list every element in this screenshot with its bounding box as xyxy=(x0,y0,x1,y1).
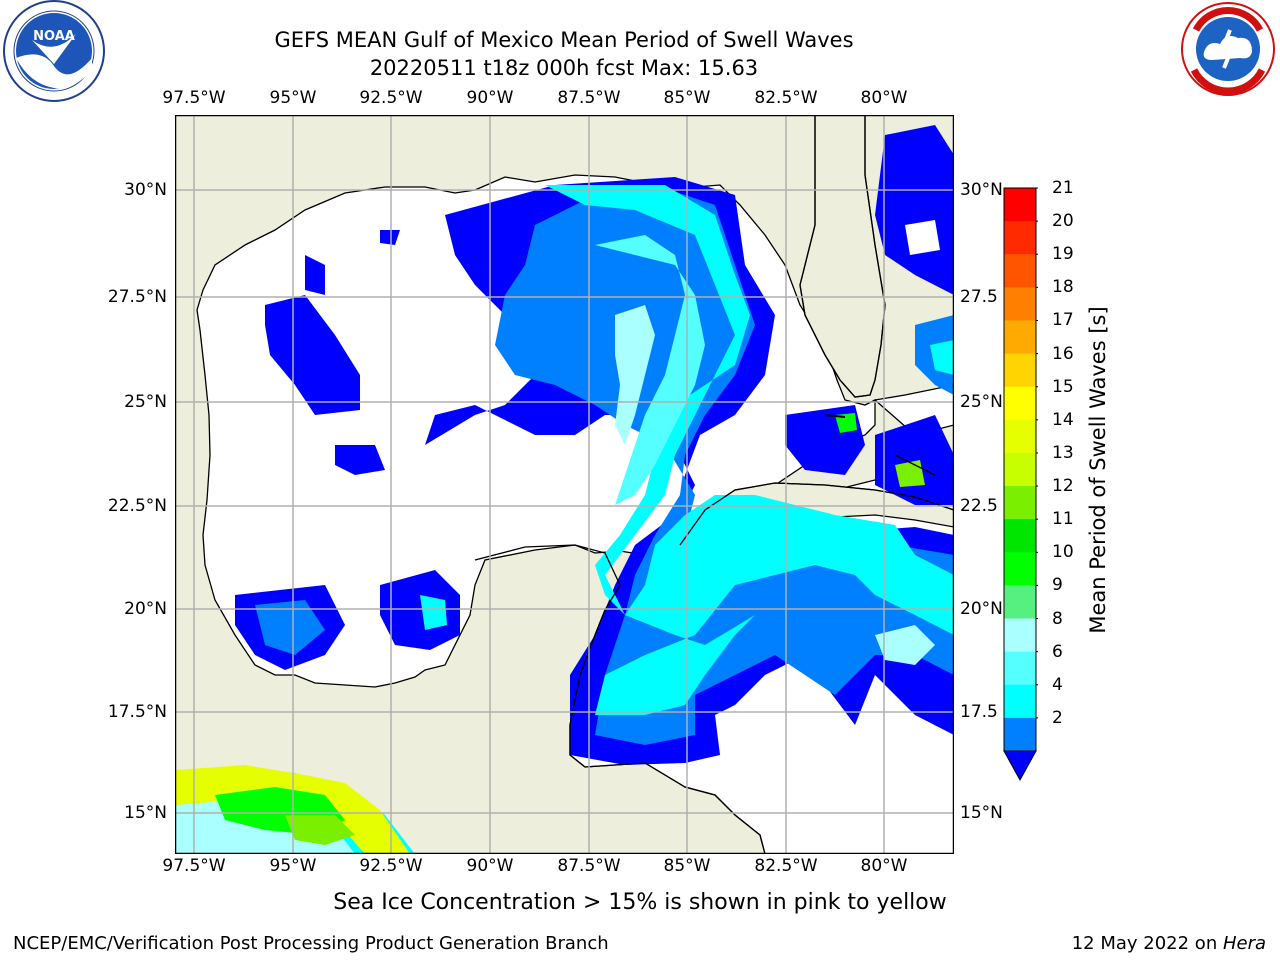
lat-tick-left: 30°N xyxy=(124,180,167,200)
svg-text:NOAA: NOAA xyxy=(33,29,75,44)
lat-tick-right: 27.5 xyxy=(960,287,998,307)
colorbar-segment xyxy=(1004,353,1036,388)
lat-tick-left: 22.5°N xyxy=(107,496,167,516)
colorbar-segment xyxy=(1004,452,1036,487)
colorbar-title: Mean Period of Swell Waves [s] xyxy=(1086,306,1110,634)
footer-date: 12 May 2022 on Hera xyxy=(1072,933,1266,954)
colorbar-segment xyxy=(1004,188,1036,222)
lon-tick-top: 92.5°W xyxy=(359,88,423,108)
lon-tick-top: 90°W xyxy=(466,88,514,108)
lat-tick-left: 27.5°N xyxy=(107,287,167,307)
lat-tick-right: 22.5 xyxy=(960,496,998,516)
colorbar-segment xyxy=(1004,585,1036,620)
lon-tick-bottom: 90°W xyxy=(466,856,514,876)
colorbar-label: 16 xyxy=(1052,343,1074,364)
footer-machine: Hera xyxy=(1222,933,1266,954)
colorbar-segment xyxy=(1004,519,1036,553)
colorbar-segment xyxy=(1004,651,1036,686)
lon-tick-bottom: 97.5°W xyxy=(162,856,226,876)
grid-lines xyxy=(175,115,954,854)
colorbar-label: 21 xyxy=(1052,178,1074,198)
lat-tick-right: 15°N xyxy=(960,803,1003,823)
colorbar-segment xyxy=(1004,552,1036,586)
colorbar-segment xyxy=(1004,684,1036,719)
colorbar-label: 2 xyxy=(1052,707,1063,728)
east-patches xyxy=(785,125,954,505)
colorbar-label: 14 xyxy=(1052,409,1074,430)
footer-date-text: 12 May 2022 on xyxy=(1071,933,1223,954)
lat-tick-right: 25°N xyxy=(960,392,1003,412)
lon-tick-bottom: 95°W xyxy=(269,856,317,876)
chart-subtitle: 20220511 t18z 000h fcst Max: 15.63 xyxy=(369,56,759,80)
lon-tick-top: 80°W xyxy=(860,88,908,108)
colorbar-segment xyxy=(1004,287,1036,321)
colorbar-label: 18 xyxy=(1052,277,1074,298)
colorbar-label: 4 xyxy=(1052,674,1063,695)
lon-tick-top: 87.5°W xyxy=(557,88,621,108)
lon-tick-bottom: 85°W xyxy=(663,856,711,876)
lat-tick-left: 25°N xyxy=(124,392,167,412)
swell-contours xyxy=(425,177,954,765)
colorbar-label: 11 xyxy=(1052,509,1074,530)
lon-tick-bottom: 80°W xyxy=(860,856,908,876)
colorbar-label: 20 xyxy=(1052,211,1074,232)
colorbar-label: 10 xyxy=(1052,542,1074,563)
colorbar-segment xyxy=(1004,486,1036,520)
nws-logo xyxy=(1178,0,1280,100)
lat-tick-left: 20°N xyxy=(124,599,167,619)
colorbar-label: 12 xyxy=(1052,476,1074,497)
colorbar-label: 6 xyxy=(1052,641,1063,662)
colorbar-segment xyxy=(1004,717,1036,752)
chart-title: GEFS MEAN Gulf of Mexico Mean Period of … xyxy=(274,28,854,52)
pacific-swell xyxy=(175,765,415,854)
lon-tick-top: 97.5°W xyxy=(162,88,226,108)
colorbar-segment xyxy=(1004,320,1036,355)
lat-tick-left: 17.5°N xyxy=(107,702,167,722)
lat-tick-right: 30°N xyxy=(960,180,1003,200)
colorbar-label: 9 xyxy=(1052,575,1063,596)
footer-credit: NCEP/EMC/Verification Post Processing Pr… xyxy=(13,933,609,954)
colorbar-segment xyxy=(1004,254,1036,288)
colorbar-segment xyxy=(1004,419,1036,454)
lon-tick-top: 82.5°W xyxy=(754,88,818,108)
colorbar-label: 15 xyxy=(1052,376,1074,397)
colorbar-label: 8 xyxy=(1052,608,1063,629)
colorbar-segment xyxy=(1004,618,1036,653)
sea-ice-note: Sea Ice Concentration > 15% is shown in … xyxy=(333,890,947,915)
lon-tick-top: 85°W xyxy=(663,88,711,108)
lon-tick-bottom: 87.5°W xyxy=(557,856,621,876)
western-gulf-patches xyxy=(235,230,460,670)
lon-tick-bottom: 92.5°W xyxy=(359,856,423,876)
colorbar-segment xyxy=(1004,221,1036,255)
colorbar xyxy=(1002,186,1040,786)
noaa-logo: NOAA xyxy=(2,0,106,104)
colorbar-label: 19 xyxy=(1052,244,1074,265)
colorbar-label: 13 xyxy=(1052,442,1074,463)
lat-tick-right: 17.5 xyxy=(960,702,998,722)
lon-tick-top: 95°W xyxy=(269,88,317,108)
colorbar-segment xyxy=(1004,386,1036,421)
map-area xyxy=(175,115,954,854)
lat-tick-right: 20°N xyxy=(960,599,1003,619)
map-frame xyxy=(175,115,954,854)
colorbar-label: 17 xyxy=(1052,310,1074,331)
lat-tick-left: 15°N xyxy=(124,803,167,823)
lon-tick-bottom: 82.5°W xyxy=(754,856,818,876)
